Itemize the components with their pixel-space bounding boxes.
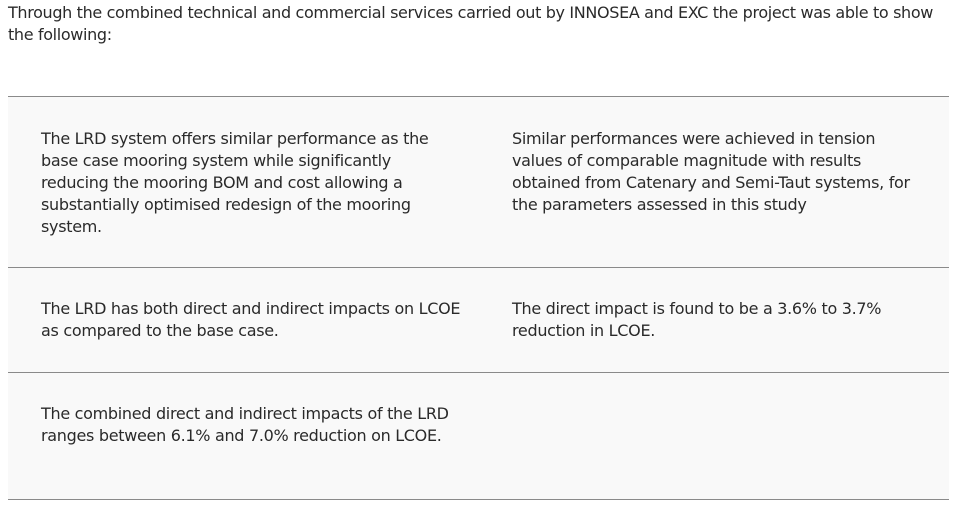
finding-right-text: Similar performances were achieved in te… <box>512 129 910 214</box>
findings-table: The LRD system offers similar performanc… <box>8 96 949 500</box>
finding-left-text: The LRD system offers similar performanc… <box>41 129 429 236</box>
finding-row: The combined direct and indirect impacts… <box>8 373 949 500</box>
finding-row: The LRD system offers similar performanc… <box>8 97 949 268</box>
finding-left-text: The combined direct and indirect impacts… <box>41 404 449 445</box>
finding-right-text: The direct impact is found to be a 3.6% … <box>512 299 882 340</box>
finding-left-text: The LRD has both direct and indirect imp… <box>41 299 461 340</box>
finding-row: The LRD has both direct and indirect imp… <box>8 268 949 373</box>
finding-right-text <box>512 403 949 499</box>
intro-paragraph: Through the combined technical and comme… <box>8 3 934 44</box>
